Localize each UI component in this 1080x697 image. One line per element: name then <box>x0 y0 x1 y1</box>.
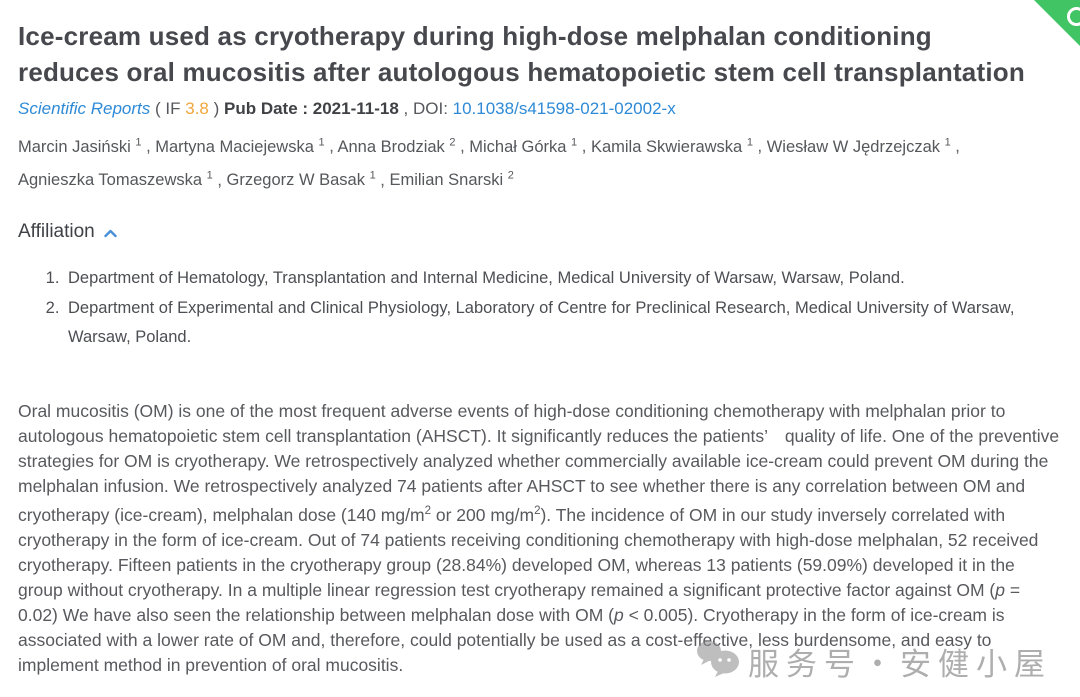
paper-title-line2: reduces oral mucositis after autologous … <box>18 57 1025 87</box>
ribbon-circle-icon <box>1067 7 1080 26</box>
doi-link[interactable]: 10.1038/s41598-021-02002-x <box>452 99 676 118</box>
impact-factor-value: 3.8 <box>185 99 209 118</box>
author: Wiesław W Jędrzejczak 1 <box>766 136 951 156</box>
authors-line: Marcin Jasiński 1 , Martyna Maciejewska … <box>18 136 960 190</box>
affiliation-list: Department of Hematology, Transplantatio… <box>64 264 1064 352</box>
paper-title: Ice-cream used as cryotherapy during hig… <box>18 18 1064 90</box>
author: Kamila Skwierawska 1 <box>590 136 753 156</box>
affiliation-item: Department of Hematology, Transplantatio… <box>64 264 1064 293</box>
author: Agnieszka Tomaszewska 1 <box>18 169 213 190</box>
affiliation-toggle[interactable]: Affiliation <box>18 219 117 244</box>
meta-line: Scientific Reports ( IF 3.8 ) Pub Date :… <box>18 99 1064 119</box>
author: Grzegorz W Basak 1 <box>226 169 376 190</box>
author: Emilian Snarski 2 <box>389 169 514 190</box>
affiliation-item: Department of Experimental and Clinical … <box>64 294 1064 352</box>
author: Martyna Maciejewska 1 <box>155 136 325 156</box>
abstract-text: Oral mucositis (OM) is one of the most f… <box>18 401 1060 675</box>
paper-title-line1: Ice-cream used as cryotherapy during hig… <box>18 21 932 51</box>
pub-date: Pub Date : 2021-11-18 <box>223 99 399 118</box>
author: Marcin Jasiński 1 <box>18 136 142 156</box>
doi-separator: , DOI: <box>398 99 453 118</box>
journal-link[interactable]: Scientific Reports <box>18 99 151 118</box>
if-suffix: ) <box>208 99 224 118</box>
author: Anna Brodziak 2 <box>337 136 456 156</box>
author: Michał Górka 1 <box>469 136 578 156</box>
chevron-up-icon <box>104 222 117 244</box>
if-prefix: ( IF <box>150 99 186 118</box>
affiliation-heading: Affiliation <box>18 220 95 242</box>
